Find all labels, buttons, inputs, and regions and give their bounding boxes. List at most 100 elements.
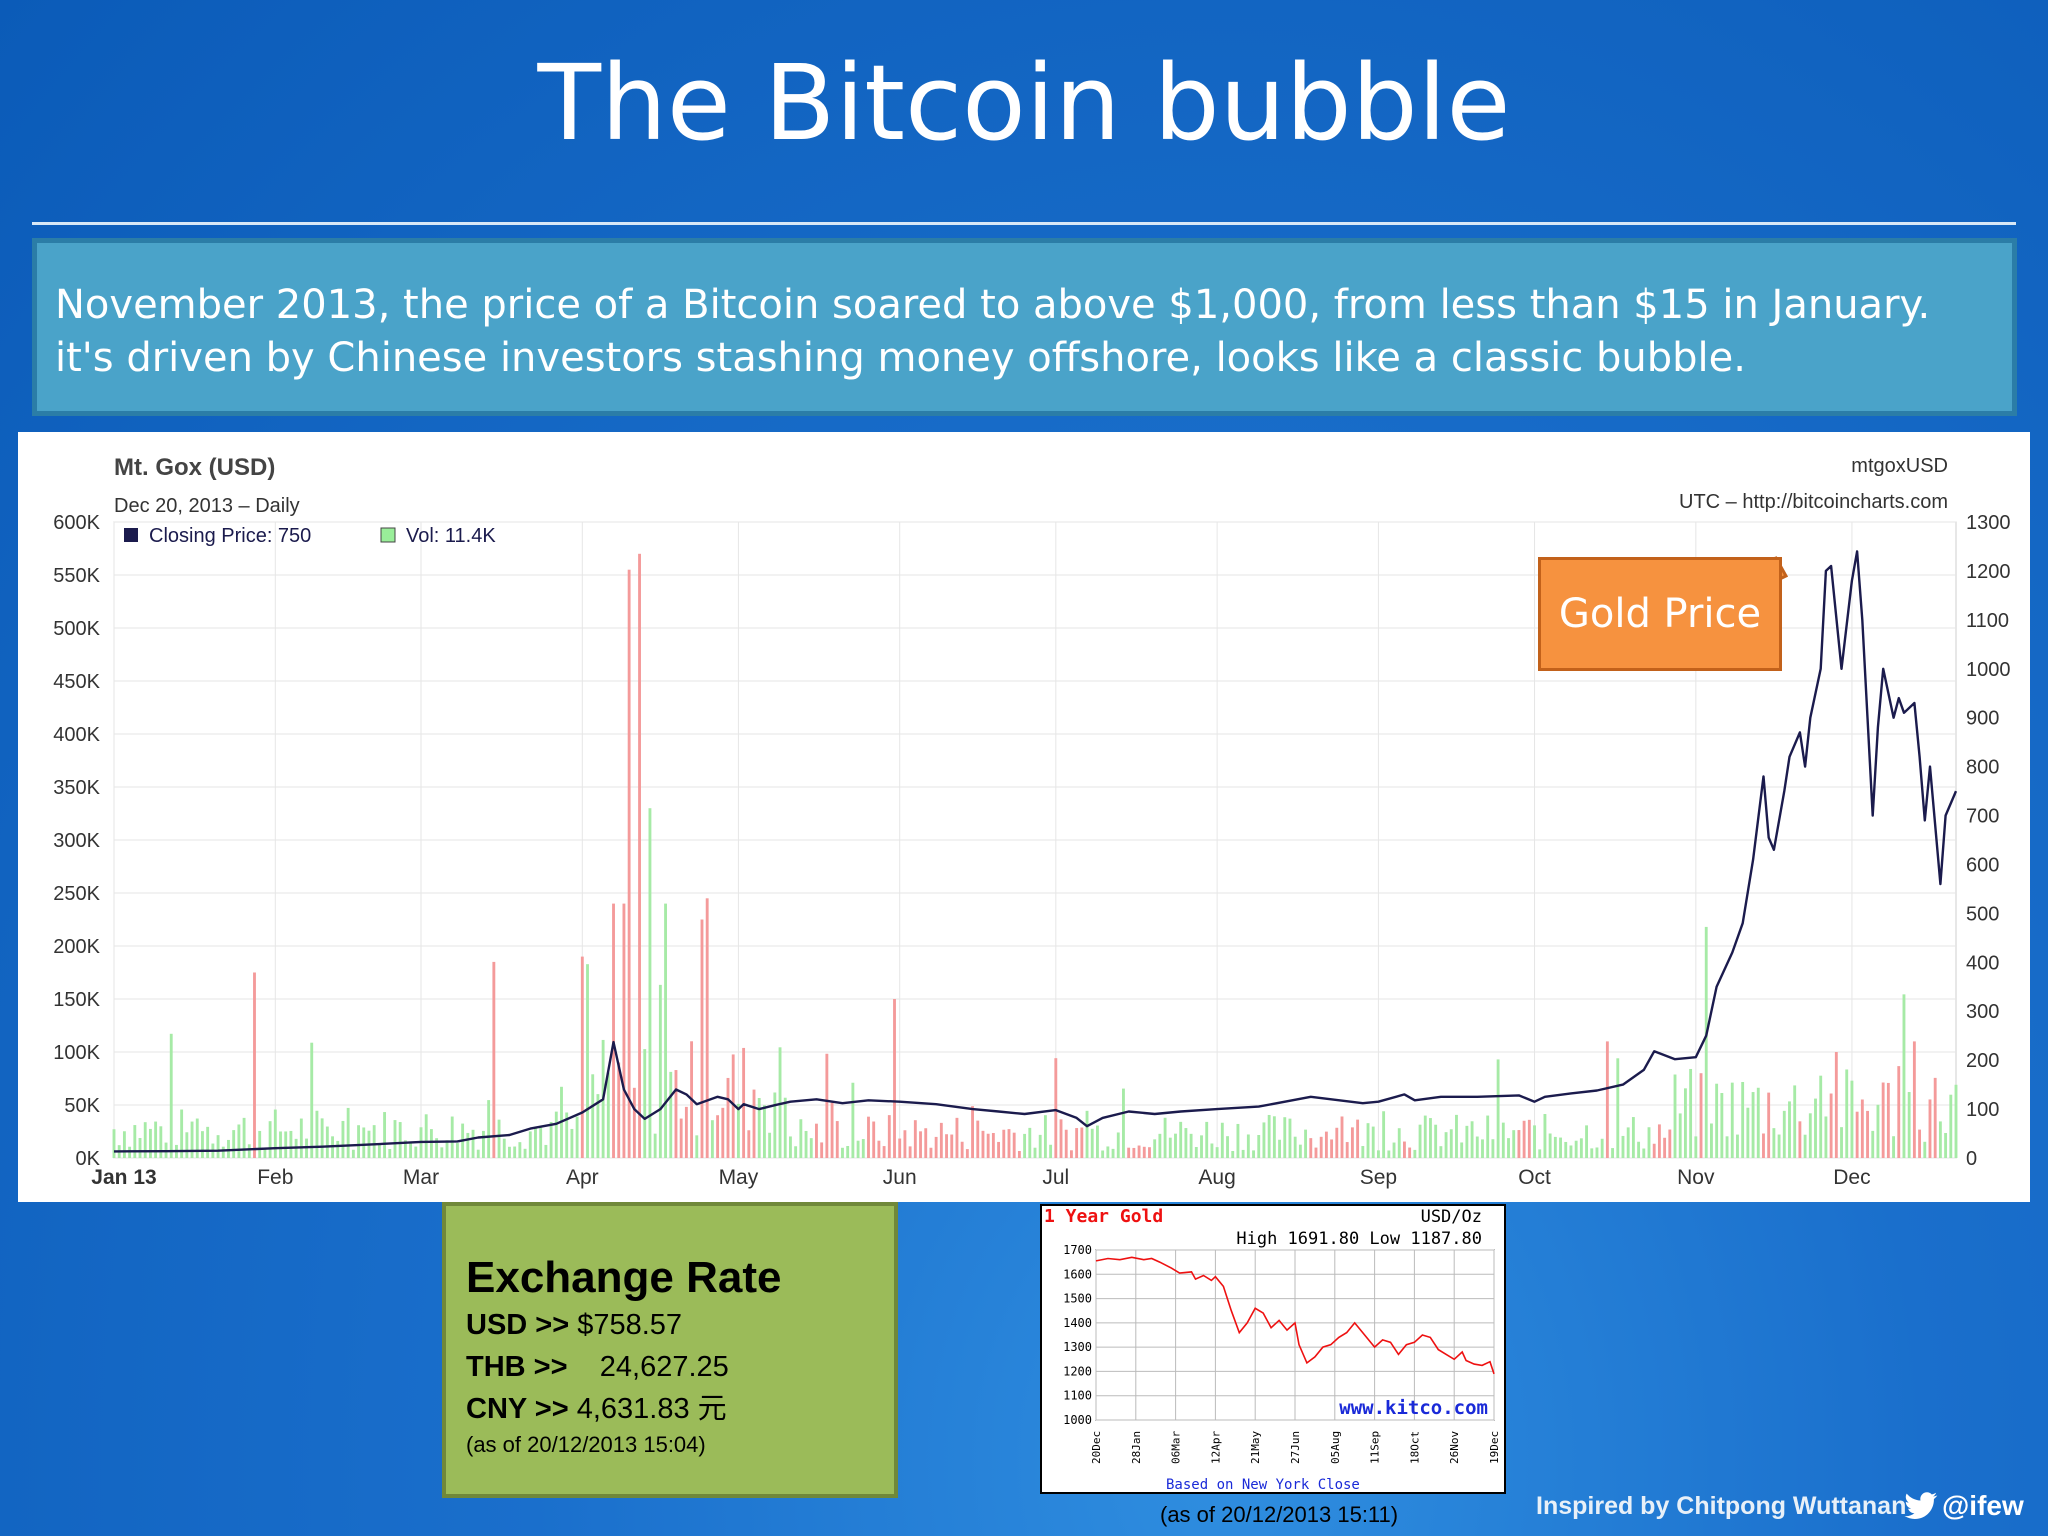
volume-bar: [1340, 1116, 1344, 1158]
volume-bar: [575, 1116, 579, 1158]
volume-bar: [1085, 1110, 1089, 1158]
volume-bar: [1288, 1118, 1292, 1158]
volume-bar: [320, 1118, 324, 1158]
volume-bar: [1652, 1143, 1656, 1158]
gold-chart-panel: 1700 1600 1500 1400 1300 1200 1100 1000 20Dec 28J…: [1040, 1204, 1506, 1494]
volume-bar: [809, 1138, 813, 1158]
volume-bar: [1710, 1123, 1713, 1158]
y-left-tick-label: 200K: [53, 936, 100, 958]
y-right-tick-label: 200: [1966, 1050, 1999, 1072]
volume-bar: [846, 1146, 850, 1158]
volume-bar: [710, 1120, 714, 1158]
gold-footer: Based on New York Close: [1166, 1477, 1360, 1492]
slide-title: The Bitcoin bubble: [537, 42, 1511, 164]
volume-bar: [851, 1082, 855, 1158]
volume-bar: [1923, 1141, 1927, 1158]
volume-bar: [643, 1049, 647, 1158]
volume-bar: [1148, 1147, 1151, 1158]
volume-bar: [877, 1140, 881, 1158]
volume-bar: [544, 1144, 548, 1158]
volume-bar: [1002, 1129, 1006, 1158]
volume-bar: [1205, 1121, 1209, 1158]
volume-bar: [476, 1149, 480, 1158]
volume-bar: [1595, 1147, 1599, 1158]
volume-bar: [253, 972, 256, 1158]
gold-x-tick-label: 11Sep: [1369, 1431, 1382, 1464]
volume-bar: [679, 1118, 683, 1158]
volume-bar: [1527, 1119, 1531, 1158]
volume-bar: [1470, 1121, 1474, 1158]
volume-bar: [1512, 1130, 1516, 1158]
volume-bar: [1663, 1137, 1667, 1158]
volume-bar: [1824, 1116, 1828, 1158]
volume-bar: [1600, 1138, 1604, 1158]
volume-bar: [1637, 1141, 1641, 1158]
volume-bar: [190, 1121, 194, 1158]
volume-bar: [622, 903, 626, 1158]
volume-bar: [1361, 1146, 1365, 1158]
y-right-tick-label: 100: [1966, 1099, 1999, 1121]
gold-y-tick-label: 1200: [1063, 1364, 1092, 1378]
y-left-tick-label: 250K: [53, 883, 100, 905]
volume-bar: [1553, 1136, 1557, 1158]
volume-bar: [1272, 1116, 1276, 1158]
volume-bar: [1579, 1138, 1583, 1158]
volume-bar: [450, 1116, 454, 1158]
volume-bar: [466, 1132, 470, 1158]
x-tick-label: Aug: [1198, 1166, 1235, 1189]
exchange-label: CNY >>: [466, 1393, 569, 1425]
volume-bar: [1075, 1128, 1079, 1158]
exchange-rate-box: Exchange Rate USD >> $758.57 THB >> 24,6…: [442, 1202, 898, 1498]
volume-bar: [346, 1107, 350, 1158]
volume-bar: [1090, 1128, 1094, 1158]
volume-bar: [981, 1130, 985, 1158]
volume-bar: [841, 1147, 844, 1158]
legend-label-price: Closing Price: 750: [149, 525, 311, 547]
volume-bar: [1054, 1058, 1058, 1158]
y-right-tick-label: 0: [1966, 1148, 1977, 1170]
volume-bar: [1038, 1134, 1042, 1158]
volume-bar: [1049, 1144, 1053, 1158]
volume-bar: [1751, 1092, 1755, 1158]
volume-bar: [1168, 1137, 1172, 1158]
volume-bar: [258, 1130, 262, 1158]
gold-y-tick-label: 1100: [1063, 1389, 1092, 1403]
volume-bar: [1408, 1147, 1412, 1158]
volume-bar: [289, 1130, 293, 1158]
volume-bar: [976, 1120, 980, 1158]
y-left-tick-label: 0K: [76, 1148, 101, 1170]
volume-bar: [684, 1106, 688, 1158]
volume-bar: [1871, 1130, 1875, 1158]
volume-bar: [1283, 1117, 1287, 1158]
gold-y-tick-label: 1600: [1063, 1267, 1092, 1281]
twitter-handle[interactable]: @ifew: [1904, 1490, 2024, 1522]
volume-bar: [383, 1112, 387, 1158]
y-right-tick-label: 900: [1966, 708, 1999, 730]
volume-bar: [1350, 1127, 1354, 1158]
volume-bar: [440, 1147, 444, 1158]
volume-bar: [815, 1123, 818, 1158]
volume-bar: [1814, 1098, 1817, 1158]
volume-bar: [1189, 1133, 1193, 1158]
volume-bar: [1657, 1124, 1661, 1158]
volume-bar: [180, 1109, 184, 1158]
volume-bar: [1798, 1121, 1802, 1158]
y-left-tick-label: 550K: [53, 565, 100, 587]
volume-bar: [1267, 1114, 1271, 1158]
volume-bar: [1699, 1073, 1703, 1158]
volume-bar: [1788, 1101, 1791, 1158]
volume-bar: [1647, 1127, 1651, 1158]
volume-bar: [1116, 1132, 1120, 1158]
volume-bar: [237, 1124, 241, 1158]
volume-bar: [820, 1142, 824, 1158]
y-left-tick-label: 450K: [53, 671, 100, 693]
volume-bar: [1736, 1134, 1739, 1158]
volume-bar: [1938, 1121, 1942, 1158]
volume-bar: [1194, 1147, 1198, 1158]
volume-bar: [429, 1129, 433, 1158]
volume-bar: [716, 1115, 720, 1158]
volume-bar: [882, 1146, 886, 1158]
volume-bar: [1808, 1113, 1812, 1158]
volume-bar: [971, 1106, 974, 1158]
volume-bar: [1902, 994, 1906, 1158]
